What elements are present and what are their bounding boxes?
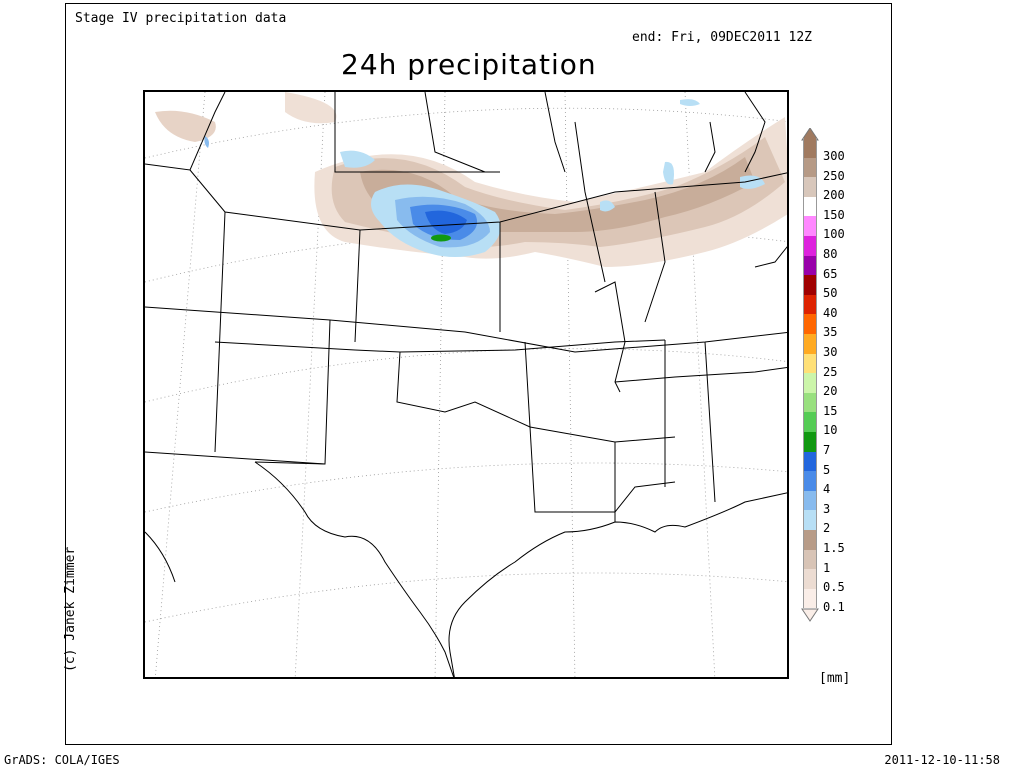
legend-swatch: [803, 392, 817, 413]
legend-swatch: [803, 255, 817, 276]
legend-value-label: 40: [823, 305, 838, 320]
legend-value-label: 25: [823, 364, 838, 379]
legend-value-label: 250: [823, 168, 845, 183]
legend-value-label: 10: [823, 423, 838, 438]
legend-swatch: [803, 510, 817, 530]
legend-value-label: 15: [823, 403, 838, 418]
legend-swatch: [803, 451, 817, 472]
legend-swatch: [803, 294, 817, 315]
legend-swatch: [803, 373, 817, 393]
plot-frame: [65, 3, 892, 745]
legend-swatch: [803, 334, 817, 354]
legend-swatch: [803, 432, 817, 452]
legend-value-label: 7: [823, 443, 831, 457]
legend-value-label: 5: [823, 462, 831, 477]
legend-value-label: 1: [823, 560, 831, 575]
map-canvas: [145, 92, 787, 677]
legend-swatch: [803, 490, 817, 511]
legend-value-label: 2: [823, 521, 831, 536]
legend-value-label: 1.5: [823, 541, 845, 555]
precip-shading: [155, 92, 787, 267]
legend-value-label: 3: [823, 501, 831, 516]
legend-swatch: [803, 157, 817, 178]
legend-value-label: 4: [823, 482, 831, 497]
valid-time-label: end: Fri, 09DEC2011 12Z: [632, 30, 813, 45]
legend-swatch: [803, 236, 817, 256]
data-source-label: Stage IV precipitation data: [75, 11, 287, 26]
legend-value-label: 100: [823, 227, 845, 242]
legend-swatch: [803, 588, 817, 609]
render-timestamp: 2011-12-10-11:58: [884, 753, 1000, 767]
legend-value-label: 35: [823, 325, 838, 340]
legend-swatch: [803, 569, 817, 589]
legend-swatch: [803, 530, 817, 550]
graticule: [145, 92, 787, 677]
legend-value-label: 0.5: [823, 580, 845, 595]
legend-swatch: [803, 138, 817, 158]
legend-swatch: [803, 196, 817, 217]
legend-swatch: [803, 275, 817, 295]
software-credit: GrADS: COLA/IGES: [4, 753, 120, 767]
legend-value-label: 0.1: [823, 599, 845, 614]
legend-swatch: [803, 353, 817, 374]
legend-swatch: [803, 177, 817, 197]
legend-swatch: [803, 549, 817, 570]
legend-value-label: 200: [823, 188, 845, 203]
precipitation-map: [143, 90, 789, 679]
map-title: 24h precipitation: [341, 48, 597, 81]
legend-swatch: [803, 471, 817, 491]
legend-value-label: 30: [823, 345, 838, 359]
legend-value-label: 65: [823, 266, 838, 281]
legend-unit-label: [mm]: [819, 671, 851, 686]
legend-value-label: 80: [823, 247, 838, 261]
legend-value-label: 50: [823, 286, 838, 301]
legend-swatch: [803, 412, 817, 432]
coastline: [145, 92, 787, 677]
author-credit: (c) Janek Zimmer: [63, 546, 78, 672]
legend-value-label: 300: [823, 149, 845, 163]
state-borders: [145, 92, 787, 522]
legend-value-label: 20: [823, 384, 838, 399]
legend-swatch: [803, 314, 817, 334]
legend-swatch: [803, 216, 817, 236]
legend-value-label: 150: [823, 207, 845, 222]
legend-bottom-arrow: [801, 608, 819, 623]
